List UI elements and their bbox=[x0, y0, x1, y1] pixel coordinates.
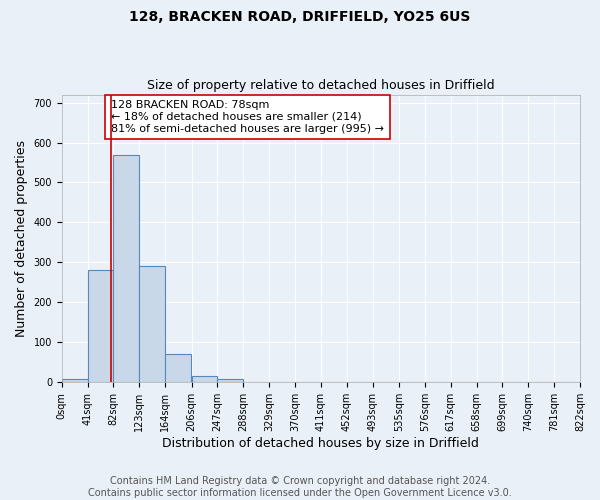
Bar bbox=[139, 266, 165, 382]
Bar bbox=[113, 154, 139, 382]
Bar bbox=[165, 354, 191, 382]
Bar bbox=[88, 270, 113, 382]
Title: Size of property relative to detached houses in Driffield: Size of property relative to detached ho… bbox=[147, 79, 495, 92]
Bar bbox=[62, 379, 88, 382]
Y-axis label: Number of detached properties: Number of detached properties bbox=[15, 140, 28, 337]
Bar bbox=[217, 378, 244, 382]
Bar bbox=[191, 376, 217, 382]
Text: 128, BRACKEN ROAD, DRIFFIELD, YO25 6US: 128, BRACKEN ROAD, DRIFFIELD, YO25 6US bbox=[130, 10, 470, 24]
X-axis label: Distribution of detached houses by size in Driffield: Distribution of detached houses by size … bbox=[163, 437, 479, 450]
Text: Contains HM Land Registry data © Crown copyright and database right 2024.
Contai: Contains HM Land Registry data © Crown c… bbox=[88, 476, 512, 498]
Text: 128 BRACKEN ROAD: 78sqm
← 18% of detached houses are smaller (214)
81% of semi-d: 128 BRACKEN ROAD: 78sqm ← 18% of detache… bbox=[111, 100, 384, 134]
